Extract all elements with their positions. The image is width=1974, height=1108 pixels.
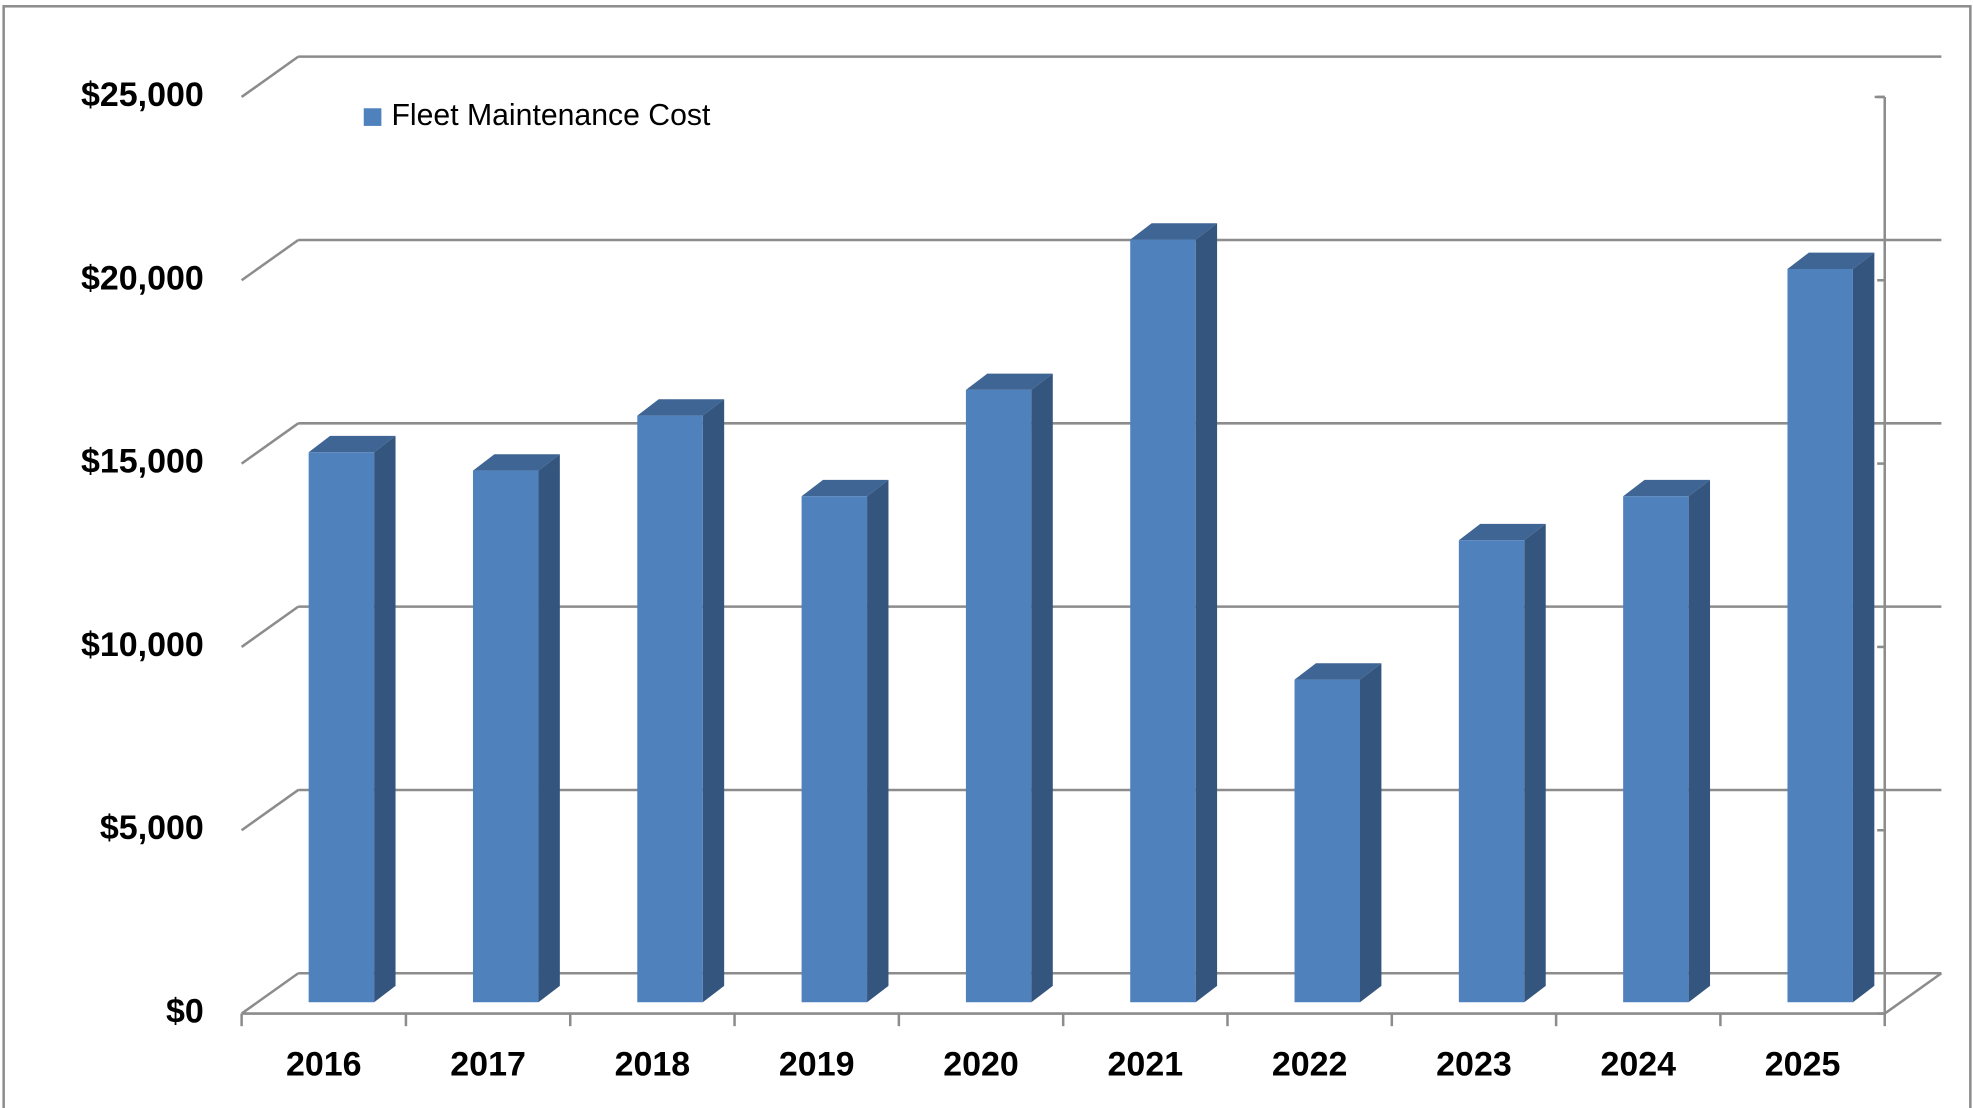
bar-top: [308, 435, 396, 453]
bar-front: [1294, 679, 1361, 1003]
bar: [965, 373, 1053, 1003]
bar: [801, 479, 889, 1003]
x-tick-label: 2022: [1272, 1045, 1348, 1083]
bar: [1294, 663, 1382, 1003]
bar: [472, 454, 560, 1003]
bar: [1130, 223, 1218, 1003]
bar: [1623, 479, 1711, 1003]
bar-top: [1130, 223, 1218, 240]
bar-front: [308, 452, 375, 1003]
x-tick-label: 2025: [1765, 1045, 1841, 1083]
bar-top: [965, 373, 1053, 390]
x-tick-label: 2021: [1108, 1045, 1184, 1083]
bar-front: [472, 470, 539, 1003]
bar-side: [867, 479, 889, 1003]
bar-top: [801, 479, 889, 497]
legend-marker: [363, 108, 382, 126]
bar-top: [472, 454, 560, 471]
bar-side: [1524, 523, 1546, 1003]
bar-top: [1294, 663, 1382, 680]
bar: [308, 435, 396, 1003]
grid-diagonal: [240, 788, 300, 832]
bar-front: [1458, 540, 1525, 1003]
y-tick-label: $20,000: [81, 259, 204, 297]
floor-right-edge: [1884, 972, 1943, 1015]
y-tick-label: $10,000: [81, 626, 204, 664]
bar-top: [1623, 479, 1711, 497]
y-tick-label: $0: [166, 993, 204, 1031]
bar-side: [538, 454, 560, 1003]
bar-side: [374, 435, 396, 1003]
x-tick-label: 2018: [615, 1045, 691, 1083]
bar-side: [1195, 223, 1218, 1003]
y-tick-label: $5,000: [100, 809, 204, 847]
x-tick-label: 2017: [450, 1045, 526, 1083]
bar-front: [1787, 268, 1853, 1003]
bar-side: [1031, 373, 1053, 1003]
bar-front: [1623, 496, 1689, 1003]
x-tick-label: 2023: [1436, 1045, 1512, 1083]
bar-side: [1852, 252, 1875, 1003]
bar-front: [637, 415, 703, 1003]
x-tick-label: 2016: [286, 1045, 362, 1083]
x-tick-label: 2024: [1600, 1045, 1676, 1083]
legend-label: Fleet Maintenance Cost: [391, 99, 711, 132]
bar-side: [702, 399, 725, 1003]
bar-side: [1360, 663, 1382, 1003]
y-tick-label: $25,000: [81, 76, 204, 114]
grid-diagonal: [240, 605, 300, 648]
bar: [1458, 523, 1546, 1003]
bar-top: [1458, 523, 1546, 541]
bar-front: [801, 496, 868, 1003]
x-tick-label: 2020: [943, 1045, 1019, 1083]
bar: [1787, 252, 1875, 1003]
grid-diagonal: [240, 972, 300, 1015]
grid-diagonal: [240, 422, 300, 465]
y-tick-label: $15,000: [81, 443, 204, 481]
bar-top: [1787, 252, 1875, 269]
grid-diagonal: [240, 238, 300, 282]
x-tick-label: 2019: [779, 1045, 855, 1083]
bar-front: [1130, 239, 1196, 1003]
grid-diagonal: [240, 55, 300, 98]
bar-top: [637, 399, 725, 416]
bar: [637, 399, 725, 1003]
bar-side: [1688, 479, 1711, 1003]
bar-front: [965, 389, 1032, 1003]
